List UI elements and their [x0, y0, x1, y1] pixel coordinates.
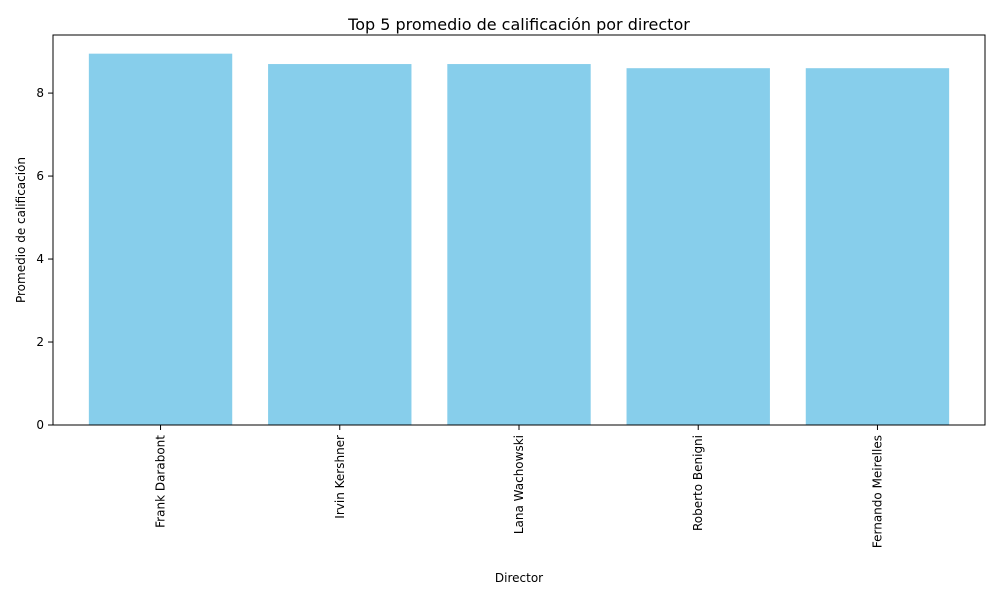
bar-frank-darabont: [88, 53, 233, 425]
bars-layer: [88, 53, 950, 426]
y-axis-label: Promedio de calificación: [14, 157, 28, 303]
x-tick-label: Irvin Kershner: [333, 435, 347, 519]
y-tick-label: 8: [36, 86, 44, 100]
y-tick-label: 0: [36, 418, 44, 432]
bar-lana-wachowski: [447, 64, 591, 426]
x-tick-label: Frank Darabont: [154, 435, 168, 528]
x-axis-label: Director: [495, 571, 543, 585]
bar-roberto-benigni: [626, 68, 770, 425]
y-tick-label: 4: [36, 252, 44, 266]
y-axis: 0 2 4 6 8: [36, 86, 53, 432]
x-tick-label: Lana Wachowski: [512, 435, 526, 534]
y-tick-label: 2: [36, 335, 44, 349]
plot-frame: [52, 34, 986, 426]
x-tick-label: Roberto Benigni: [691, 435, 705, 531]
x-axis: Frank Darabont Irvin Kershner Lana Wachows…: [154, 425, 884, 548]
x-tick-label: Fernando Meirelles: [870, 435, 884, 548]
chart-title: Top 5 promedio de calificación por direc…: [347, 15, 690, 34]
y-tick-label: 6: [36, 169, 44, 183]
bar-irvin-kershner: [268, 64, 412, 426]
bar-fernando-meirelles: [805, 68, 950, 425]
